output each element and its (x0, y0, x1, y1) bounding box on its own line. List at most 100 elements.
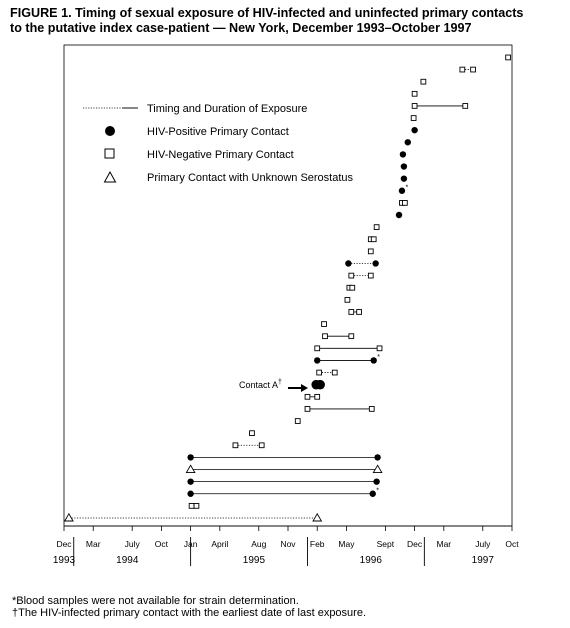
contact-marks: * * * (63, 54, 511, 522)
legend-positive-label: HIV-Positive Primary Contact (147, 126, 289, 138)
contact-marker-38 (505, 54, 511, 61)
x-tick-label-8: Feb (310, 539, 325, 549)
contact-marker-25 (395, 211, 403, 219)
x-tick-label-6: Aug (251, 539, 266, 549)
contact-row-36 (420, 78, 427, 85)
contact-end-marker-17 (356, 309, 362, 315)
contact-start-marker-17 (348, 309, 355, 315)
footnote-blood-samples: *Blood samples were not available for st… (12, 595, 299, 607)
contact-row-15 (322, 333, 355, 340)
contact-row-37 (459, 66, 476, 73)
contact-start-marker-2 (187, 490, 194, 497)
year-label-2: 1995 (243, 555, 266, 566)
contact-end-marker-5 (374, 454, 381, 461)
contact-row-4 (185, 464, 383, 473)
contact-row-1 (188, 503, 200, 509)
contact-start-marker-34 (411, 103, 418, 109)
x-tick-label-1: Mar (86, 539, 101, 549)
contact-row-0 (63, 512, 323, 522)
contact-row-27: * (398, 184, 408, 194)
contact-start-marker-3 (187, 478, 194, 485)
contact-marker-22 (367, 248, 374, 255)
contact-start-marker-6 (232, 442, 239, 449)
contact-row-11 (311, 379, 325, 390)
contact-end-marker-2 (369, 490, 376, 497)
contact-end-marker-13 (370, 357, 377, 364)
contact-marker-8 (294, 418, 301, 424)
x-tick-label-13: July (475, 539, 491, 549)
legend-exposure-label: Timing and Duration of Exposure (147, 103, 307, 115)
contact-end-marker-19 (349, 284, 356, 291)
contact-end-marker-6 (258, 442, 265, 449)
contact-end-marker-0 (312, 512, 323, 522)
contact-row-5 (187, 454, 381, 461)
contact-end-marker-12 (331, 369, 338, 376)
contact-row-29 (400, 163, 408, 170)
contact-row-16 (321, 321, 327, 327)
x-axis-ticks: Dec Mar July Oct Jan April Aug Nov Feb May Sept Dec… (53, 526, 519, 566)
contact-start-marker-0 (63, 512, 74, 522)
x-tick-label-3: Oct (155, 539, 169, 549)
contact-row-18 (344, 296, 351, 303)
x-tick-label-12: Mar (437, 539, 452, 549)
contact-end-marker-4 (372, 464, 383, 473)
contact-a-annotation: Contact A† (239, 379, 308, 392)
contact-row-9 (304, 406, 375, 412)
legend-negative-marker (104, 148, 115, 159)
contact-end-marker-3 (373, 478, 380, 485)
contact-row-33 (410, 115, 417, 121)
legend-positive-marker (105, 126, 115, 136)
contact-end-marker-10 (314, 393, 321, 400)
contact-start-marker-9 (304, 406, 311, 412)
x-tick-label-7: Nov (280, 539, 296, 549)
contact-start-marker-21 (345, 260, 352, 267)
year-label-1: 1994 (116, 555, 139, 566)
contact-end-marker-37 (470, 66, 476, 73)
contact-row-30 (399, 151, 407, 158)
contact-marker-35 (411, 90, 418, 97)
contact-row-34 (411, 103, 469, 109)
contact-row-21 (345, 260, 379, 267)
year-label-4: 1997 (472, 555, 495, 566)
contact-start-marker-5 (187, 454, 194, 461)
contact-a-arrow-head (301, 384, 308, 392)
x-tick-label-2: July (125, 539, 141, 549)
contact-marker-7 (249, 430, 255, 437)
contact-row-38 (505, 54, 511, 61)
contact-row-19 (346, 284, 356, 291)
contact-row-31 (404, 139, 411, 146)
contact-row-26 (399, 200, 408, 206)
x-tick-label-14: Oct (505, 539, 519, 549)
contact-marker-36 (420, 78, 427, 85)
contact-row-6 (232, 442, 265, 449)
contact-row-24 (373, 224, 380, 230)
contact-end-marker-14 (376, 345, 383, 352)
contact-footnote-mark-27: * (405, 184, 408, 191)
year-label-0: 1993 (53, 555, 76, 566)
contact-start-marker-13 (314, 357, 321, 364)
contact-start-marker-14 (314, 345, 321, 352)
contact-row-25 (395, 211, 403, 219)
contact-marker-18 (344, 296, 351, 303)
contact-marker-32 (411, 126, 418, 134)
year-dividers (73, 537, 425, 566)
x-tick-label-5: April (211, 539, 228, 549)
contact-footnote-mark-2: * (376, 487, 379, 494)
contact-start-marker-37 (459, 66, 466, 73)
contact-marker-30 (399, 151, 407, 158)
contact-a-label-text: Contact A (239, 380, 278, 390)
contact-footnote-mark-13: * (377, 354, 380, 361)
year-label-3: 1996 (360, 555, 383, 566)
contact-row-2: * (187, 487, 379, 497)
contact-marker-27 (398, 187, 406, 194)
contact-row-28 (400, 175, 408, 182)
contact-row-35 (411, 90, 418, 97)
contact-row-32 (411, 126, 418, 134)
contact-row-22 (367, 248, 374, 255)
contact-end-marker-21 (372, 260, 379, 267)
contact-a-dagger: † (278, 379, 282, 386)
x-tick-label-11: Dec (407, 539, 423, 549)
legend-negative-label: HIV-Negative Primary Contact (147, 149, 294, 161)
contact-end-marker-9 (368, 406, 375, 412)
